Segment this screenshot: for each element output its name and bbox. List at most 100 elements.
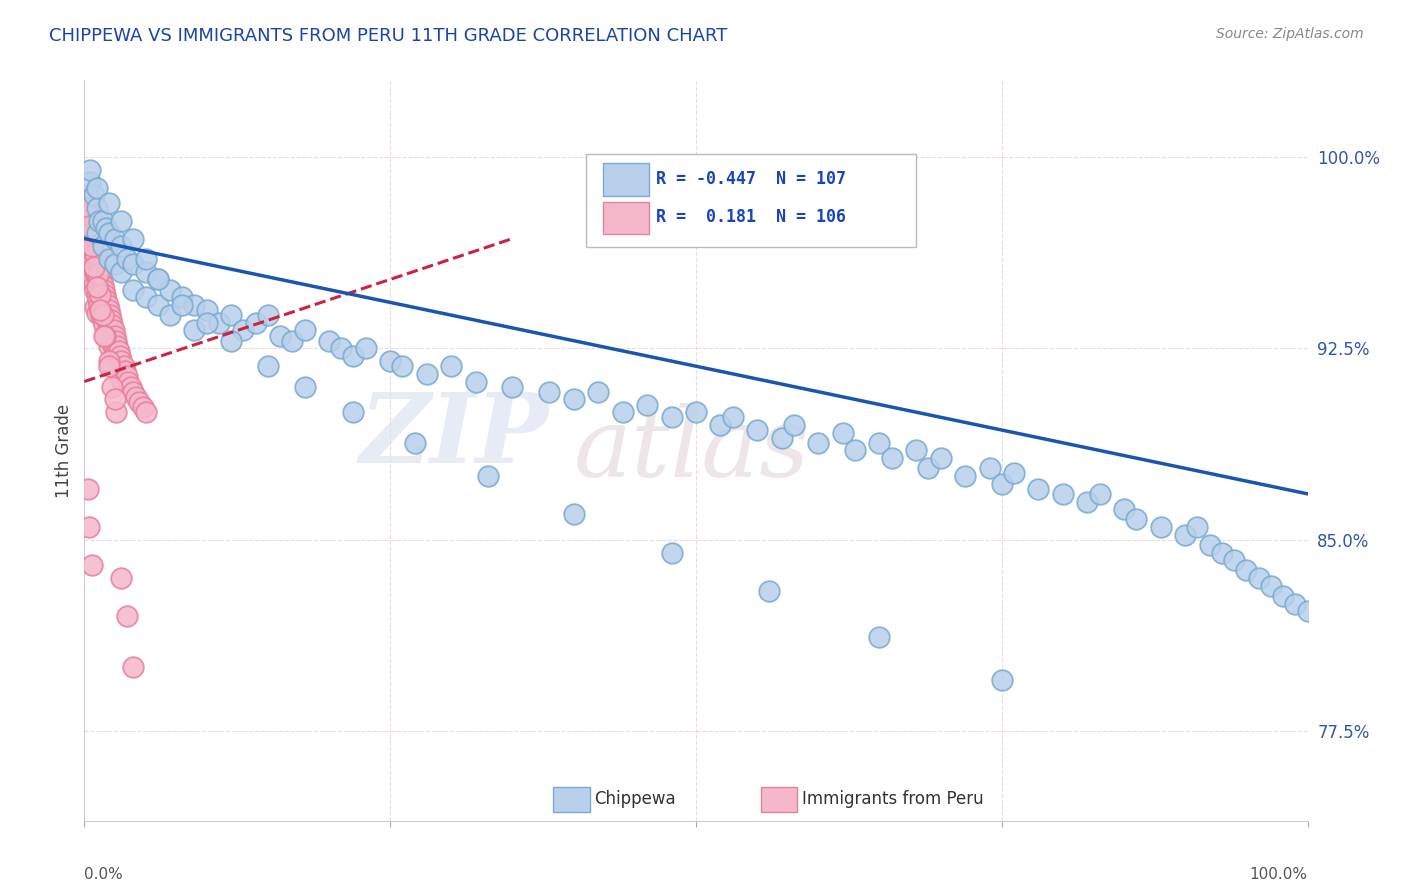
Point [91,277,114,292]
Point [86,269,108,284]
Point [97,227,120,241]
FancyBboxPatch shape [761,787,797,812]
Text: 0.0%: 0.0% [84,867,124,881]
Point [89,303,111,318]
Point [87,298,110,312]
Point [80,558,103,573]
Point [219,334,242,348]
Point [685,405,707,419]
Point [89,285,111,300]
Point [103,342,125,356]
Point [1187,520,1209,534]
Point [354,342,377,356]
Point [91,313,114,327]
Text: Immigrants from Peru: Immigrants from Peru [803,790,984,808]
Point [183,298,205,312]
Point [77,201,100,215]
Point [1223,553,1246,567]
Point [77,213,100,227]
Point [77,257,100,271]
Point [1198,538,1220,552]
Point [183,323,205,337]
Point [110,571,132,585]
Point [101,318,124,333]
Point [612,405,634,419]
Point [1211,545,1233,559]
Point [1028,482,1050,496]
Point [104,392,127,407]
Point [98,326,121,340]
Point [110,354,132,368]
Point [82,254,104,268]
Point [122,384,145,399]
Point [77,520,100,534]
Point [502,379,524,393]
Text: 100.0%: 100.0% [1250,867,1308,881]
Point [110,213,132,227]
Point [391,359,413,374]
Point [586,384,609,399]
Point [1076,494,1098,508]
Point [159,308,181,322]
Point [105,405,128,419]
Point [464,375,486,389]
Point [101,379,124,393]
Point [562,508,585,522]
Point [1114,502,1136,516]
Point [404,435,426,450]
Point [869,630,891,644]
FancyBboxPatch shape [603,163,650,195]
Point [880,451,903,466]
Point [135,405,157,419]
Point [96,221,118,235]
Point [97,298,120,312]
Point [172,298,194,312]
Point [87,280,110,294]
Point [77,221,100,235]
Point [195,303,218,318]
Point [1150,520,1173,534]
Point [96,310,118,325]
Point [125,390,148,404]
Point [90,308,112,322]
Point [661,410,683,425]
Point [1236,564,1258,578]
Point [146,272,169,286]
Point [661,545,683,559]
Point [94,305,117,319]
Point [104,231,127,245]
Point [318,334,340,348]
Text: R = -0.447  N = 107: R = -0.447 N = 107 [655,169,845,187]
Point [103,323,125,337]
Point [86,305,108,319]
Point [82,236,104,251]
Point [89,287,111,301]
Point [83,260,105,274]
Point [87,275,110,289]
Point [104,257,127,271]
Point [110,239,132,253]
Point [82,227,104,241]
Point [477,469,499,483]
Point [146,272,169,286]
Point [122,231,145,245]
Point [709,417,731,432]
Point [93,283,115,297]
Point [128,395,150,409]
Point [538,384,561,399]
Text: Source: ZipAtlas.com: Source: ZipAtlas.com [1216,27,1364,41]
Point [94,287,117,301]
Point [562,392,585,407]
Point [110,265,132,279]
Point [101,336,124,351]
Point [76,221,98,235]
Point [783,417,806,432]
Point [721,410,744,425]
Point [105,339,128,353]
Point [84,247,107,261]
Point [80,249,103,263]
Point [115,369,138,384]
Point [1002,467,1025,481]
Point [83,242,105,256]
Point [120,379,142,393]
